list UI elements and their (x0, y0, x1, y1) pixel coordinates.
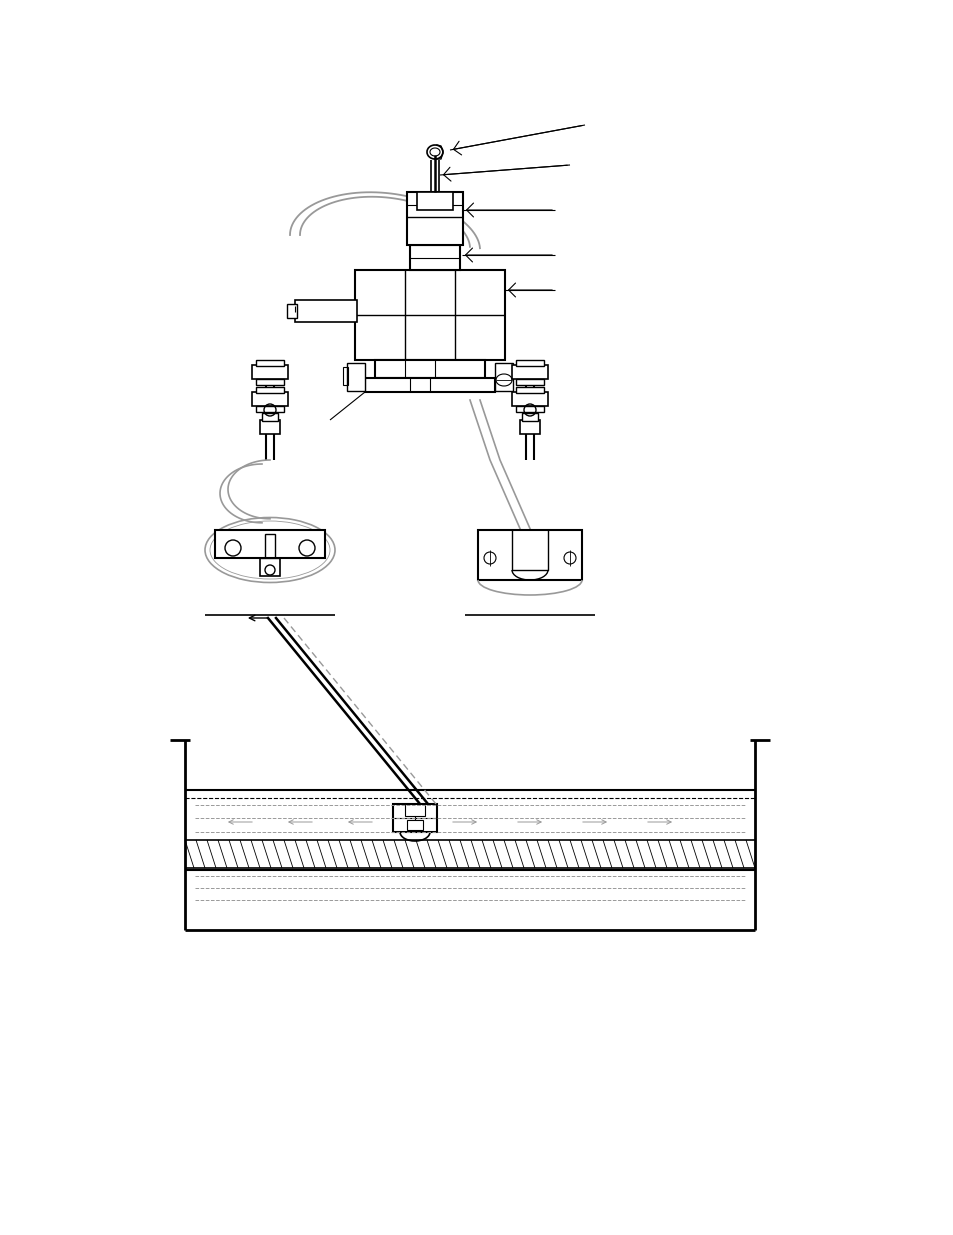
Bar (214, 530, 325, 558)
Bar (265, 534, 274, 558)
Bar (255, 359, 284, 366)
Bar (495, 363, 513, 391)
Bar (375, 359, 484, 378)
Bar (252, 366, 288, 379)
Bar (410, 245, 459, 270)
Bar (407, 191, 462, 245)
Bar (519, 420, 539, 433)
Bar (260, 558, 280, 576)
Bar (287, 304, 296, 317)
Bar (343, 367, 348, 385)
Bar (255, 406, 284, 412)
Bar (516, 379, 543, 385)
Bar (347, 363, 365, 391)
Bar (255, 387, 284, 393)
Bar (477, 530, 581, 580)
Bar (512, 391, 547, 406)
Bar (416, 191, 453, 210)
Bar (393, 804, 436, 832)
Bar (262, 412, 277, 421)
Bar (516, 387, 543, 393)
Bar (252, 391, 288, 406)
Bar (407, 820, 422, 830)
Bar (294, 300, 356, 322)
Bar (405, 804, 424, 816)
Bar (512, 366, 547, 379)
Bar (365, 378, 495, 391)
Bar (521, 412, 537, 421)
Bar (516, 359, 543, 366)
Bar (255, 379, 284, 385)
Bar (516, 406, 543, 412)
Bar (355, 270, 504, 359)
Bar (260, 420, 280, 433)
